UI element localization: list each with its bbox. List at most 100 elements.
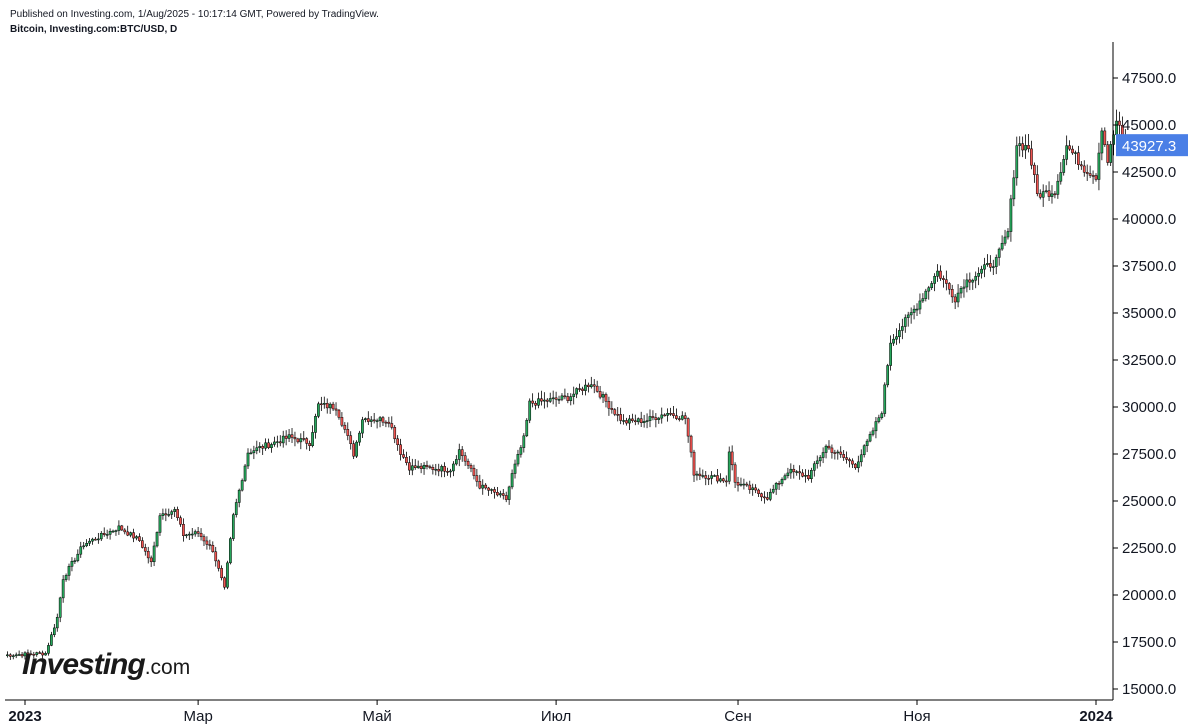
candle [760, 492, 763, 502]
candle [871, 427, 875, 437]
candle-body-up [977, 272, 980, 277]
candle-body-down [408, 462, 411, 471]
candle [8, 653, 12, 660]
candle [519, 445, 523, 458]
y-tick-label: 45000.0 [1122, 117, 1176, 134]
candle [537, 392, 540, 409]
candle [475, 468, 479, 487]
candle [214, 546, 218, 567]
candle-body-down [763, 496, 766, 499]
candle-body-up [701, 475, 705, 477]
candle [267, 438, 270, 450]
y-tick-label: 37500.0 [1122, 258, 1176, 275]
candle-body-up [255, 447, 259, 451]
candle [915, 303, 919, 317]
candle [469, 463, 473, 473]
candle [924, 288, 928, 302]
candle-body-up [994, 257, 998, 267]
candle [487, 486, 490, 496]
candle [270, 442, 273, 453]
candle-body-down [164, 513, 168, 516]
candle [91, 537, 94, 545]
candle-body-up [971, 279, 975, 283]
candle-body-up [739, 483, 743, 486]
candle [284, 430, 288, 446]
candle-body-down [616, 414, 620, 416]
candle-body-down [851, 460, 854, 465]
candle-body-up [234, 502, 238, 515]
candle-body-down [205, 540, 209, 545]
candle [939, 265, 942, 281]
candle [719, 473, 722, 483]
candle [340, 412, 344, 428]
candle [264, 438, 267, 451]
candle [1044, 185, 1048, 194]
candle [466, 458, 470, 470]
candle-body-down [428, 466, 432, 468]
candle-body-up [152, 545, 156, 563]
candle [766, 492, 769, 501]
candle-body-down [463, 455, 467, 462]
candle [815, 455, 819, 469]
candle [393, 425, 397, 444]
candle [795, 469, 799, 476]
candle [29, 650, 33, 656]
candle-body-down [337, 409, 341, 418]
candle-body-up [1024, 145, 1027, 151]
candle [1077, 145, 1080, 170]
candle-body-up [449, 470, 452, 473]
candle [619, 407, 623, 425]
candle [912, 305, 916, 320]
candle-body-up [416, 465, 420, 468]
candle-body-up [537, 398, 540, 406]
candle-body-down [472, 467, 476, 476]
candle-body-up [780, 479, 784, 484]
candle [64, 573, 68, 582]
candle [683, 412, 687, 425]
candle [199, 528, 203, 541]
candle-body-down [686, 418, 690, 437]
candle-body-down [748, 484, 752, 490]
candle [496, 486, 499, 497]
candle-body-up [795, 471, 799, 473]
candle [138, 533, 141, 542]
candle [364, 417, 367, 423]
candle [410, 458, 414, 476]
candle [625, 417, 628, 426]
candle [783, 473, 787, 481]
candle [1059, 162, 1063, 185]
candle-body-down [1035, 174, 1039, 194]
candle-body-down [766, 497, 769, 500]
candle [146, 546, 150, 564]
candle-body-up [528, 400, 532, 421]
candle [14, 652, 18, 659]
candle [525, 418, 529, 438]
candle-body-down [760, 493, 763, 498]
candle [149, 555, 153, 567]
candle [231, 512, 235, 541]
candle-body-up [695, 473, 699, 476]
candle [463, 452, 467, 467]
candle-body-up [818, 457, 822, 462]
candle-body-down [372, 419, 376, 422]
candle-body-down [698, 473, 702, 477]
candle-body-up [751, 487, 755, 490]
x-tick-label: 2024 [1079, 708, 1113, 725]
candle-body-up [959, 288, 963, 294]
candle-body-up [824, 445, 828, 453]
candle-body-down [352, 443, 355, 457]
candle-body-up [768, 491, 772, 500]
candle [745, 481, 749, 487]
candle-body-down [102, 532, 106, 535]
candle-body-up [490, 489, 493, 491]
candle [454, 455, 458, 466]
candle-body-up [909, 312, 913, 316]
candle-body-up [258, 446, 262, 448]
candle-body-up [358, 432, 361, 443]
last-price-label: 43927.3 [1122, 138, 1176, 155]
candle [704, 470, 708, 486]
candle-body-down [261, 446, 265, 449]
candle-body-up [1065, 145, 1069, 160]
candle-body-up [1044, 190, 1048, 192]
